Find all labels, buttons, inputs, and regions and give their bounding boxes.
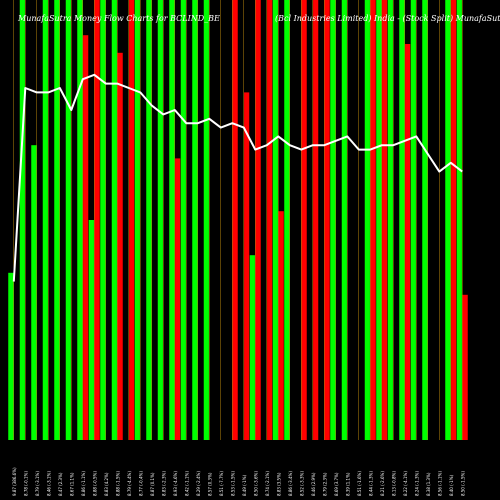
bar-up [456,0,462,440]
bar-up [180,0,186,440]
x-tick-label: 8.83 (3.5%) [276,472,281,496]
x-tick-label: 8.50 (-3.6%) [253,471,258,496]
bar-up [330,0,336,440]
bar-down [451,0,457,440]
bar-down [313,0,319,440]
x-tick-label: 8.24 (-1.3%) [414,471,419,496]
chart-titles: MunafaSutra Money Flow Charts for BCLIND… [17,14,500,23]
bar-down [83,35,89,440]
x-tick-label: 8.29 (-2.4%) [196,471,201,496]
x-tick-label: 8.79 (-3.1%) [35,471,40,496]
x-tick-label: 8.88 (-0.5%) [92,471,97,496]
x-tick-label: 8.69 (3.7%) [334,472,339,496]
x-tick-label: 8.78 (-0.1%) [23,471,28,496]
bar-up [169,0,175,440]
x-tick-label: 8.49 (-1%) [242,474,247,496]
x-tick-label: 8.53 (-1.5%) [230,471,235,496]
bar-up [42,0,48,440]
bar-down [244,92,250,441]
bar-up [422,0,428,440]
x-tick-label: 8.57 (0.3%) [207,472,212,496]
x-tick-label: 8.46 (2.9%) [311,472,316,496]
x-tick-label: 8.51 (-7.7%) [219,471,224,496]
x-tick-label: 8.86 (-3.4%) [288,471,293,496]
bar-up [272,0,278,440]
x-tick-label: 8.86 (-1.1%) [81,471,86,496]
bar-down [278,211,284,440]
line-series [12,73,463,282]
bar-up [284,0,290,440]
bar-up [203,0,209,440]
x-tick-label: 8.67 (1.1%) [69,472,74,496]
bar-up [341,0,347,440]
x-tick-label: 9.87 (386.6%) [12,467,17,496]
x-tick-label: 8.88 (-1.5%) [115,471,120,496]
bar-up [399,0,405,440]
bar-down [324,0,330,440]
x-tick-labels: 9.87 (386.6%) 8.78 (-0.1%) 8.79 (-3.1%) 8.4… [12,467,466,496]
series-line [12,73,463,282]
chart-title-left: MunafaSutra Money Flow Charts for BCLIND… [17,14,220,23]
bar-down [370,0,376,440]
bar-down [175,158,181,440]
bar-down [232,0,238,440]
bar-up [54,0,60,440]
x-tick-label: 8.38 (1.3%) [426,472,431,496]
x-tick-label: 8.83 (-2.3%) [161,471,166,496]
x-tick-label: 8.93 (-4.6%) [173,471,178,496]
x-tick-label: 8.39 (1.1%) [345,472,350,496]
bar-up [31,145,37,440]
x-tick-label: 8.40 (-1%) [449,474,454,496]
x-tick-label: 8.56 (-1.1%) [437,471,442,496]
bar-down [129,0,135,440]
bar-down [462,294,468,440]
bar-up [249,255,255,440]
bar-series [8,0,468,441]
chart-title-right: (Bcl Industries Limited) India - (Stock … [275,14,500,23]
bar-up [77,0,83,440]
x-tick-label: 8.44 (-1.3%) [368,471,373,496]
bar-up [387,0,393,440]
bar-up [19,0,25,440]
bar-down [255,0,261,440]
x-tick-label: 8.46 (-3.1%) [46,471,51,496]
bar-up [376,0,382,440]
bar-up [364,0,370,440]
bar-up [445,0,451,440]
bar-up [65,0,71,440]
bar-down [405,44,411,440]
x-tick-label: 8.13 (-0.8%) [391,471,396,496]
bar-up [111,0,117,440]
x-tick-label: 8.51 (-1.6%) [357,471,362,496]
bar-up [146,0,152,440]
x-tick-label: 8.21 (-2.6%) [380,471,385,496]
bar-down [382,0,388,440]
bar-down [301,0,307,440]
bar-down [94,0,100,440]
bar-up [157,0,163,440]
x-tick-label: 8.83 (4.2%) [104,472,109,496]
x-tick-label: 8.74 (-2.1%) [265,471,270,496]
grid-lines [13,0,463,440]
bar-up [88,220,94,440]
bar-up [192,0,198,440]
bar-up [410,0,416,440]
x-tick-label: 8.87 (0.1%) [150,472,155,496]
x-tick-label: 8.77 (-0.4%) [138,471,143,496]
x-tick-label: 8.22 (-4.1%) [403,471,408,496]
x-tick-label: 8.50 (-1.5%) [460,471,465,496]
bar-up [134,0,140,440]
bar-down [267,0,273,440]
bar-up [8,272,14,440]
x-tick-label: 8.79 (-4.4%) [127,471,132,496]
x-tick-label: 8.47 (2.3%) [58,472,63,496]
bar-down [117,52,123,441]
x-tick-label: 8.42 (-1.1%) [184,471,189,496]
x-tick-label: 8.79 (2.3%) [322,472,327,496]
bar-up [100,0,106,440]
x-tick-label: 8.52 (-3.3%) [299,471,304,496]
